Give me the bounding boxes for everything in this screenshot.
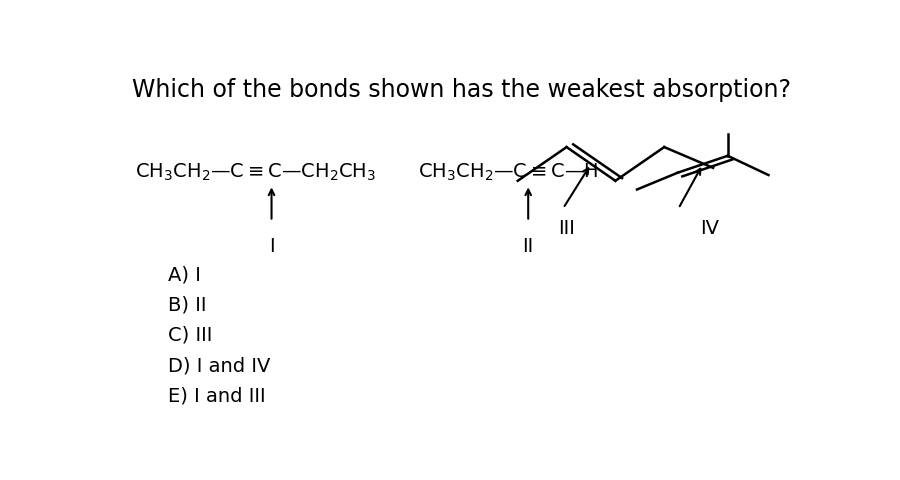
Text: C) III: C) III	[168, 325, 212, 344]
Text: CH$_3$CH$_2$—C$\equiv$C—CH$_2$CH$_3$: CH$_3$CH$_2$—C$\equiv$C—CH$_2$CH$_3$	[135, 162, 376, 183]
Text: E) I and III: E) I and III	[168, 386, 266, 405]
Text: IV: IV	[700, 218, 719, 238]
Text: CH$_3$CH$_2$—C$\equiv$C—H: CH$_3$CH$_2$—C$\equiv$C—H	[418, 162, 598, 183]
Text: I: I	[269, 237, 274, 256]
Text: Which of the bonds shown has the weakest absorption?: Which of the bonds shown has the weakest…	[131, 78, 791, 102]
Text: D) I and IV: D) I and IV	[168, 356, 271, 374]
Text: III: III	[558, 218, 575, 237]
Text: B) II: B) II	[168, 295, 207, 314]
Text: A) I: A) I	[168, 264, 202, 284]
Text: II: II	[523, 237, 534, 256]
